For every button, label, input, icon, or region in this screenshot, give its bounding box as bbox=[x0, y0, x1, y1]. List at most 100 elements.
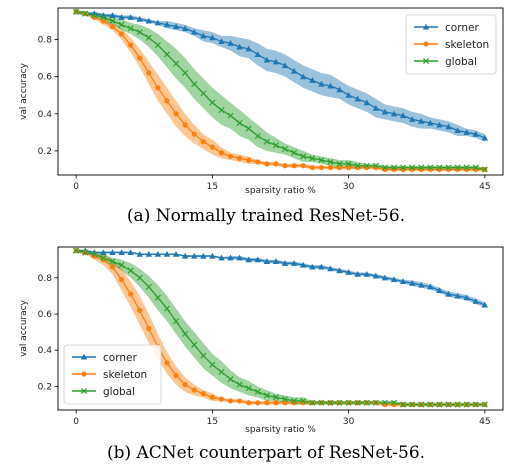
point-global-b-9 bbox=[154, 294, 161, 301]
point-skeleton-a-30 bbox=[346, 164, 352, 171]
point-global-a-6 bbox=[127, 25, 134, 32]
point-corner-a-32 bbox=[363, 99, 370, 106]
point-corner-b-12 bbox=[181, 252, 189, 259]
point-corner-a-24 bbox=[290, 67, 298, 74]
point-corner-b-25 bbox=[300, 261, 307, 268]
point-global-b-16 bbox=[218, 368, 225, 375]
point-global-b-18 bbox=[236, 381, 243, 388]
point-skeleton-b-23 bbox=[282, 400, 288, 406]
x-axis-label-b: sparsity ratio % bbox=[245, 425, 316, 435]
point-corner-b-34 bbox=[381, 274, 389, 281]
point-global-a-4 bbox=[109, 17, 116, 25]
point-global-a-3 bbox=[100, 14, 107, 21]
point-skeleton-a-13 bbox=[191, 131, 197, 137]
point-global-a-39 bbox=[427, 164, 434, 171]
point-corner-a-14 bbox=[200, 32, 207, 39]
point-skeleton-b-14 bbox=[200, 391, 206, 397]
point-corner-a-18 bbox=[236, 43, 243, 50]
point-skeleton-a-20 bbox=[255, 159, 261, 165]
point-skeleton-a-6 bbox=[128, 42, 134, 48]
point-skeleton-a-19 bbox=[246, 157, 252, 163]
point-global-b-8 bbox=[145, 283, 152, 290]
line-corner-b bbox=[76, 249, 486, 306]
legend-label-corner-b: corner bbox=[103, 352, 137, 364]
point-global-b-4 bbox=[109, 258, 116, 265]
point-corner-b-14 bbox=[200, 252, 207, 259]
point-corner-a-20 bbox=[254, 51, 261, 57]
band-skeleton-b bbox=[76, 248, 485, 407]
point-global-a-10 bbox=[163, 51, 171, 58]
point-skeleton-b-18 bbox=[237, 398, 243, 404]
point-corner-b-45 bbox=[481, 301, 489, 308]
point-global-a-22 bbox=[272, 142, 279, 149]
point-skeleton-a-8 bbox=[146, 70, 152, 76]
point-corner-a-4 bbox=[109, 12, 116, 18]
point-skeleton-a-18 bbox=[237, 155, 243, 161]
point-corner-a-2 bbox=[91, 10, 98, 17]
point-global-a-8 bbox=[145, 34, 152, 41]
point-corner-a-45 bbox=[481, 134, 489, 141]
point-corner-a-10 bbox=[163, 21, 171, 28]
point-corner-b-37 bbox=[408, 280, 416, 286]
point-corner-b-2 bbox=[91, 249, 98, 255]
point-global-b-43 bbox=[463, 401, 470, 408]
point-global-a-16 bbox=[218, 107, 225, 114]
point-skeleton-b-4 bbox=[109, 264, 116, 270]
line-corner-a bbox=[76, 11, 486, 139]
point-global-b-3 bbox=[100, 254, 107, 261]
point-global-b-19 bbox=[245, 385, 252, 392]
point-skeleton-a-25 bbox=[300, 163, 306, 169]
series-markers-b bbox=[72, 247, 489, 408]
point-global-b-13 bbox=[191, 341, 198, 348]
point-global-b-7 bbox=[136, 274, 143, 281]
point-global-b-32 bbox=[363, 399, 370, 406]
point-skeleton-a-9 bbox=[155, 85, 161, 91]
point-corner-b-22 bbox=[272, 258, 280, 265]
point-corner-a-27 bbox=[318, 80, 325, 87]
point-global-a-14 bbox=[200, 90, 207, 97]
line-global-b bbox=[76, 249, 485, 406]
point-corner-b-8 bbox=[145, 251, 153, 257]
point-global-b-34 bbox=[381, 399, 388, 406]
point-skeleton-a-14 bbox=[200, 139, 206, 145]
point-global-b-35 bbox=[390, 399, 398, 406]
point-skeleton-a-16 bbox=[218, 150, 225, 156]
point-corner-b-28 bbox=[327, 265, 334, 272]
point-corner-b-6 bbox=[127, 249, 134, 255]
point-skeleton-a-3 bbox=[100, 18, 107, 24]
point-skeleton-a-29 bbox=[336, 164, 343, 171]
point-skeleton-b-6 bbox=[128, 291, 134, 297]
point-skeleton-b-20 bbox=[255, 400, 261, 406]
point-corner-a-12 bbox=[181, 25, 189, 31]
point-global-a-13 bbox=[191, 81, 198, 88]
band-skeleton-a bbox=[76, 9, 485, 172]
point-global-a-24 bbox=[291, 149, 298, 156]
point-global-b-23 bbox=[282, 396, 289, 403]
axes-b: 0 15 30 45 0.2 0.4 0.6 0.8 bbox=[38, 246, 504, 427]
band-corner-a bbox=[76, 9, 485, 142]
point-corner-a-26 bbox=[309, 77, 316, 83]
point-global-b-45 bbox=[481, 401, 488, 408]
point-corner-b-27 bbox=[318, 263, 325, 270]
point-corner-a-25 bbox=[300, 73, 307, 80]
y-tick-label-b-3: 0.8 bbox=[38, 274, 53, 284]
point-global-a-29 bbox=[336, 160, 343, 167]
point-global-b-17 bbox=[227, 376, 234, 383]
caption-a: (a) Normally trained ResNet-56. bbox=[127, 206, 405, 226]
point-skeleton-a-12 bbox=[182, 122, 188, 128]
point-global-b-44 bbox=[472, 401, 479, 408]
point-global-a-36 bbox=[400, 164, 407, 171]
x-tick-label-a-0: 0 bbox=[73, 182, 79, 192]
point-global-b-25 bbox=[300, 397, 307, 404]
point-global-b-31 bbox=[354, 399, 361, 406]
point-global-b-6 bbox=[127, 267, 134, 274]
plot-frame-b bbox=[57, 246, 504, 411]
point-global-a-19 bbox=[245, 125, 252, 132]
point-skeleton-a-7 bbox=[137, 55, 143, 61]
legend-marker-skeleton-b bbox=[81, 371, 87, 377]
point-corner-b-33 bbox=[372, 272, 380, 279]
point-corner-a-22 bbox=[272, 58, 280, 65]
point-corner-a-38 bbox=[418, 117, 425, 124]
y-tick-label-a-2: 0.6 bbox=[38, 73, 53, 83]
point-global-a-32 bbox=[363, 162, 370, 169]
